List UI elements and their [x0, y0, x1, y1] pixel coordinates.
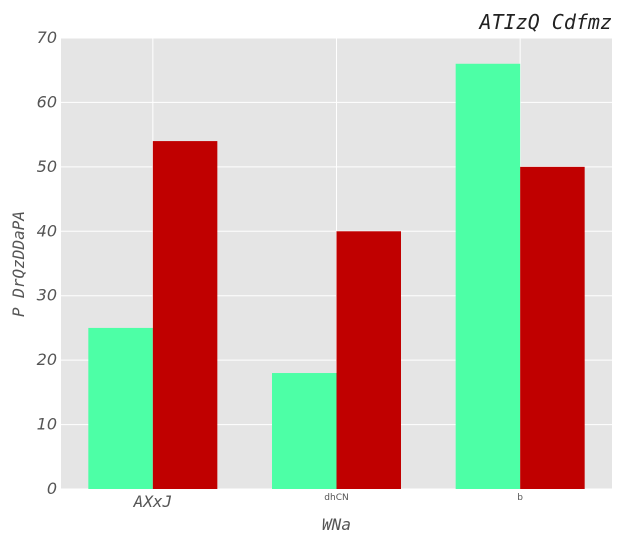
bar-series1-AXxJ: [88, 327, 153, 489]
y-tick-label-2: 20: [37, 350, 57, 369]
y-tick-label-1: 10: [37, 415, 57, 434]
y-tick-label-7: 70: [37, 28, 57, 47]
bar-series1-dhCN: [272, 373, 337, 489]
y-tick-label-3: 30: [37, 286, 57, 305]
x-axis-label: WNa: [322, 515, 351, 534]
x-tick-label-1: dhCN: [324, 493, 348, 503]
y-axis-label: P DrQzDDaPA: [9, 211, 28, 317]
y-tick-label-5: 50: [37, 157, 57, 176]
y-tick-label-6: 60: [37, 92, 57, 111]
x-tick-label-2: b: [517, 493, 523, 503]
bar-series2-dhCN: [336, 231, 401, 490]
y-axis-ticks: 0 10 20 30 40 50 60 70: [37, 28, 57, 498]
y-tick-label-4: 40: [37, 221, 57, 240]
bar-series2-b: [520, 166, 585, 489]
bars: [88, 63, 585, 490]
y-tick-label-0: 0: [47, 479, 57, 498]
x-axis-ticks: AXxJ dhCN b: [133, 492, 524, 511]
bar-series2-AXxJ: [152, 141, 218, 490]
chart-title: ATIzQ Cdfmz: [478, 10, 612, 34]
bar-series1-b: [455, 63, 521, 490]
x-tick-label-0: AXxJ: [133, 492, 173, 511]
